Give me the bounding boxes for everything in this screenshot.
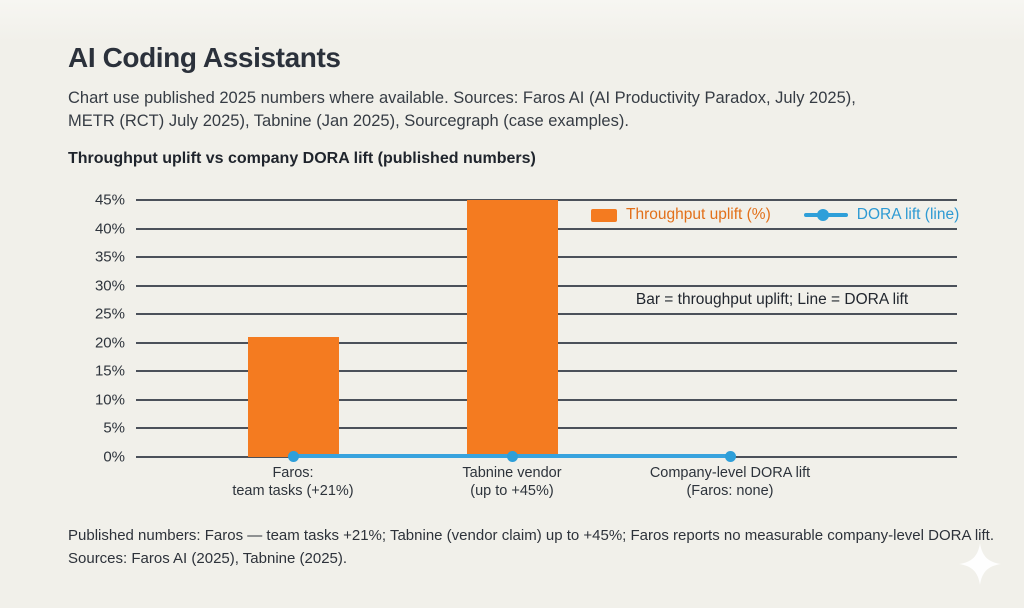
legend-item-dora: DORA lift (line) (803, 206, 960, 224)
chart-footnote: Published numbers: Faros — team tasks +2… (68, 524, 994, 570)
y-tick-label: 45% (94, 191, 125, 209)
y-tick-label: 40% (94, 220, 125, 238)
chart-annotation: Bar = throughput uplift; Line = DORA lif… (635, 291, 909, 308)
y-tick-label: 20% (94, 334, 125, 352)
y-tick-label: 5% (103, 419, 125, 437)
x-category-label-line1: Company-level DORA lift (649, 465, 811, 481)
x-category-label-line1: Tabnine vendor (462, 465, 562, 481)
y-tick-label: 15% (94, 362, 125, 380)
legend-label-dora: DORA lift (line) (856, 206, 960, 223)
y-tick-label: 30% (94, 277, 125, 295)
y-tick-label: 10% (94, 391, 125, 409)
dora-lift-point (287, 450, 299, 462)
x-category-label-line1: Faros: (272, 465, 314, 481)
footnote-line-1: Published numbers: Faros — team tasks +2… (68, 527, 994, 544)
x-category-label: Company-level DORA lift (Faros: none) (610, 464, 850, 500)
legend-item-throughput: Throughput uplift (%) (591, 206, 771, 224)
line-dot-icon (816, 209, 829, 221)
dora-lift-point (724, 450, 736, 462)
subtitle-line-2: METR (RCT) July 2025), Tabnine (Jan 2025… (68, 112, 629, 130)
x-category-label-line2: team tasks (+21%) (232, 483, 354, 499)
sparkle-icon (959, 543, 1001, 585)
bar-swatch-icon (591, 208, 617, 222)
chart-plot: Throughput uplift (%) DORA lift (line) B… (95, 192, 959, 500)
chart-heading: Throughput uplift vs company DORA lift (… (68, 150, 536, 167)
y-tick-label: 0% (103, 448, 125, 466)
x-category-label-line2: (up to +45%) (470, 483, 554, 499)
page-subtitle: Chart use published 2025 numbers where a… (68, 87, 856, 133)
y-tick-label: 35% (94, 248, 125, 266)
dora-lift-point (506, 450, 518, 462)
bar-throughput-uplift (466, 200, 558, 457)
bar-throughput-uplift (247, 337, 339, 457)
subtitle-line-1: Chart use published 2025 numbers where a… (68, 89, 856, 107)
x-category-label: Tabnine vendor (up to +45%) (392, 464, 632, 500)
y-tick-label: 25% (94, 305, 125, 323)
x-category-label-line2: (Faros: none) (686, 483, 774, 499)
page-title: AI Coding Assistants (68, 42, 341, 73)
footnote-line-2: Sources: Faros AI (2025), Tabnine (2025)… (68, 550, 348, 567)
legend-label-throughput: Throughput uplift (%) (626, 206, 771, 223)
line-marker-icon (803, 209, 848, 221)
chart-legend: Throughput uplift (%) DORA lift (line) (591, 204, 959, 226)
x-category-label: Faros: team tasks (+21%) (173, 464, 413, 500)
